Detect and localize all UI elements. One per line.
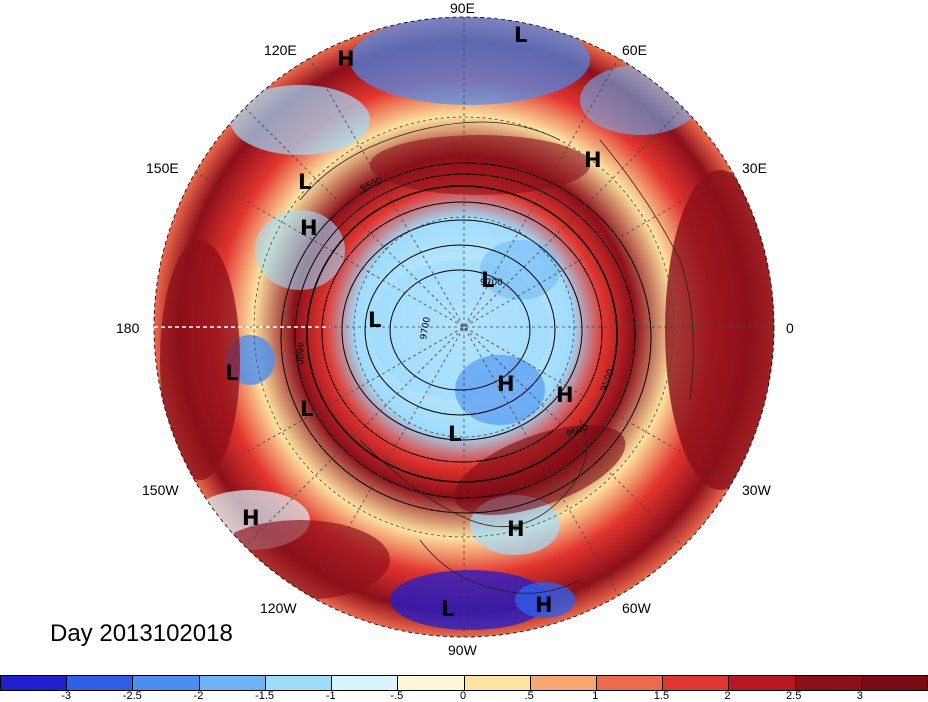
colorbar-tick-label: -.5 xyxy=(390,690,404,702)
geopotential-contours xyxy=(280,162,652,514)
high-pressure-center: H xyxy=(497,372,515,396)
low-pressure-center: L xyxy=(368,308,381,332)
colorbar-swatch xyxy=(199,676,266,690)
high-pressure-center: H xyxy=(300,216,318,240)
colorbar-swatch xyxy=(795,676,862,690)
lon-label-120w: 120W xyxy=(260,600,297,616)
lon-label-0: 0 xyxy=(786,320,794,336)
high-pressure-center: H xyxy=(242,506,260,530)
colorbar-swatch xyxy=(464,676,531,690)
lon-label-150w: 150W xyxy=(142,482,179,498)
colorbar-tick-label: -1.5 xyxy=(255,690,275,702)
high-pressure-center: H xyxy=(337,47,355,71)
colorbar xyxy=(0,675,928,691)
low-pressure-center: L xyxy=(481,268,494,292)
colorbar-tick-label: 1.5 xyxy=(653,690,670,702)
colorbar-swatch xyxy=(67,676,134,690)
lon-label-30w: 30W xyxy=(742,482,771,498)
colorbar-swatch xyxy=(663,676,730,690)
lon-label-90e: 90E xyxy=(450,0,475,16)
low-pressure-center: L xyxy=(300,397,313,421)
high-pressure-center: H xyxy=(535,593,553,617)
colorbar-swatch xyxy=(133,676,200,690)
colorbar-tick-label: -2.5 xyxy=(122,690,142,702)
colorbar-tick-label: 2 xyxy=(724,690,731,702)
lon-label-60w: 60W xyxy=(622,600,651,616)
colorbar-tick-label: 1 xyxy=(592,690,599,702)
colorbar-tick-label: .5 xyxy=(524,690,534,702)
colorbar-tick-label: -3 xyxy=(61,690,72,702)
lon-label-180: 180 xyxy=(116,320,140,336)
colorbar-tick-label: 2.5 xyxy=(786,690,802,702)
coastlines xyxy=(299,121,694,594)
lon-label-60e: 60E xyxy=(622,42,647,58)
low-pressure-center: L xyxy=(514,23,527,47)
map-title: Day 2013102018 xyxy=(50,620,233,647)
high-pressure-center: H xyxy=(584,148,602,172)
low-pressure-center: L xyxy=(448,422,461,446)
lon-label-30e: 30E xyxy=(742,160,767,176)
colorbar-swatch xyxy=(1,676,68,690)
contour-label: 9700 xyxy=(419,316,433,341)
lon-label-120e: 120E xyxy=(264,42,297,58)
colorbar-tick-label: 3 xyxy=(856,690,863,702)
low-pressure-center: L xyxy=(225,361,238,385)
contour-label: 9600 xyxy=(294,342,304,365)
colorbar-tick-label: 0 xyxy=(459,690,467,702)
colorbar-swatch xyxy=(530,676,597,690)
colorbar-tick-label: -1 xyxy=(325,690,336,702)
colorbar-swatch xyxy=(398,676,465,690)
high-pressure-center: H xyxy=(507,517,525,541)
low-pressure-center: H xyxy=(556,383,574,407)
lon-label-90w: 90W xyxy=(448,642,477,658)
colorbar-swatch xyxy=(332,676,399,690)
colorbar-swatch xyxy=(861,676,928,690)
colorbar-swatch xyxy=(265,676,333,690)
low-pressure-center: L xyxy=(441,597,454,621)
colorbar-swatch xyxy=(729,676,796,690)
colorbar-swatch xyxy=(596,676,664,690)
low-pressure-center: L xyxy=(298,170,311,194)
lon-label-150e: 150E xyxy=(146,160,179,176)
contour-label: 9700 xyxy=(480,278,503,288)
colorbar-tick-label: -2 xyxy=(193,690,204,702)
graticule xyxy=(153,16,775,638)
